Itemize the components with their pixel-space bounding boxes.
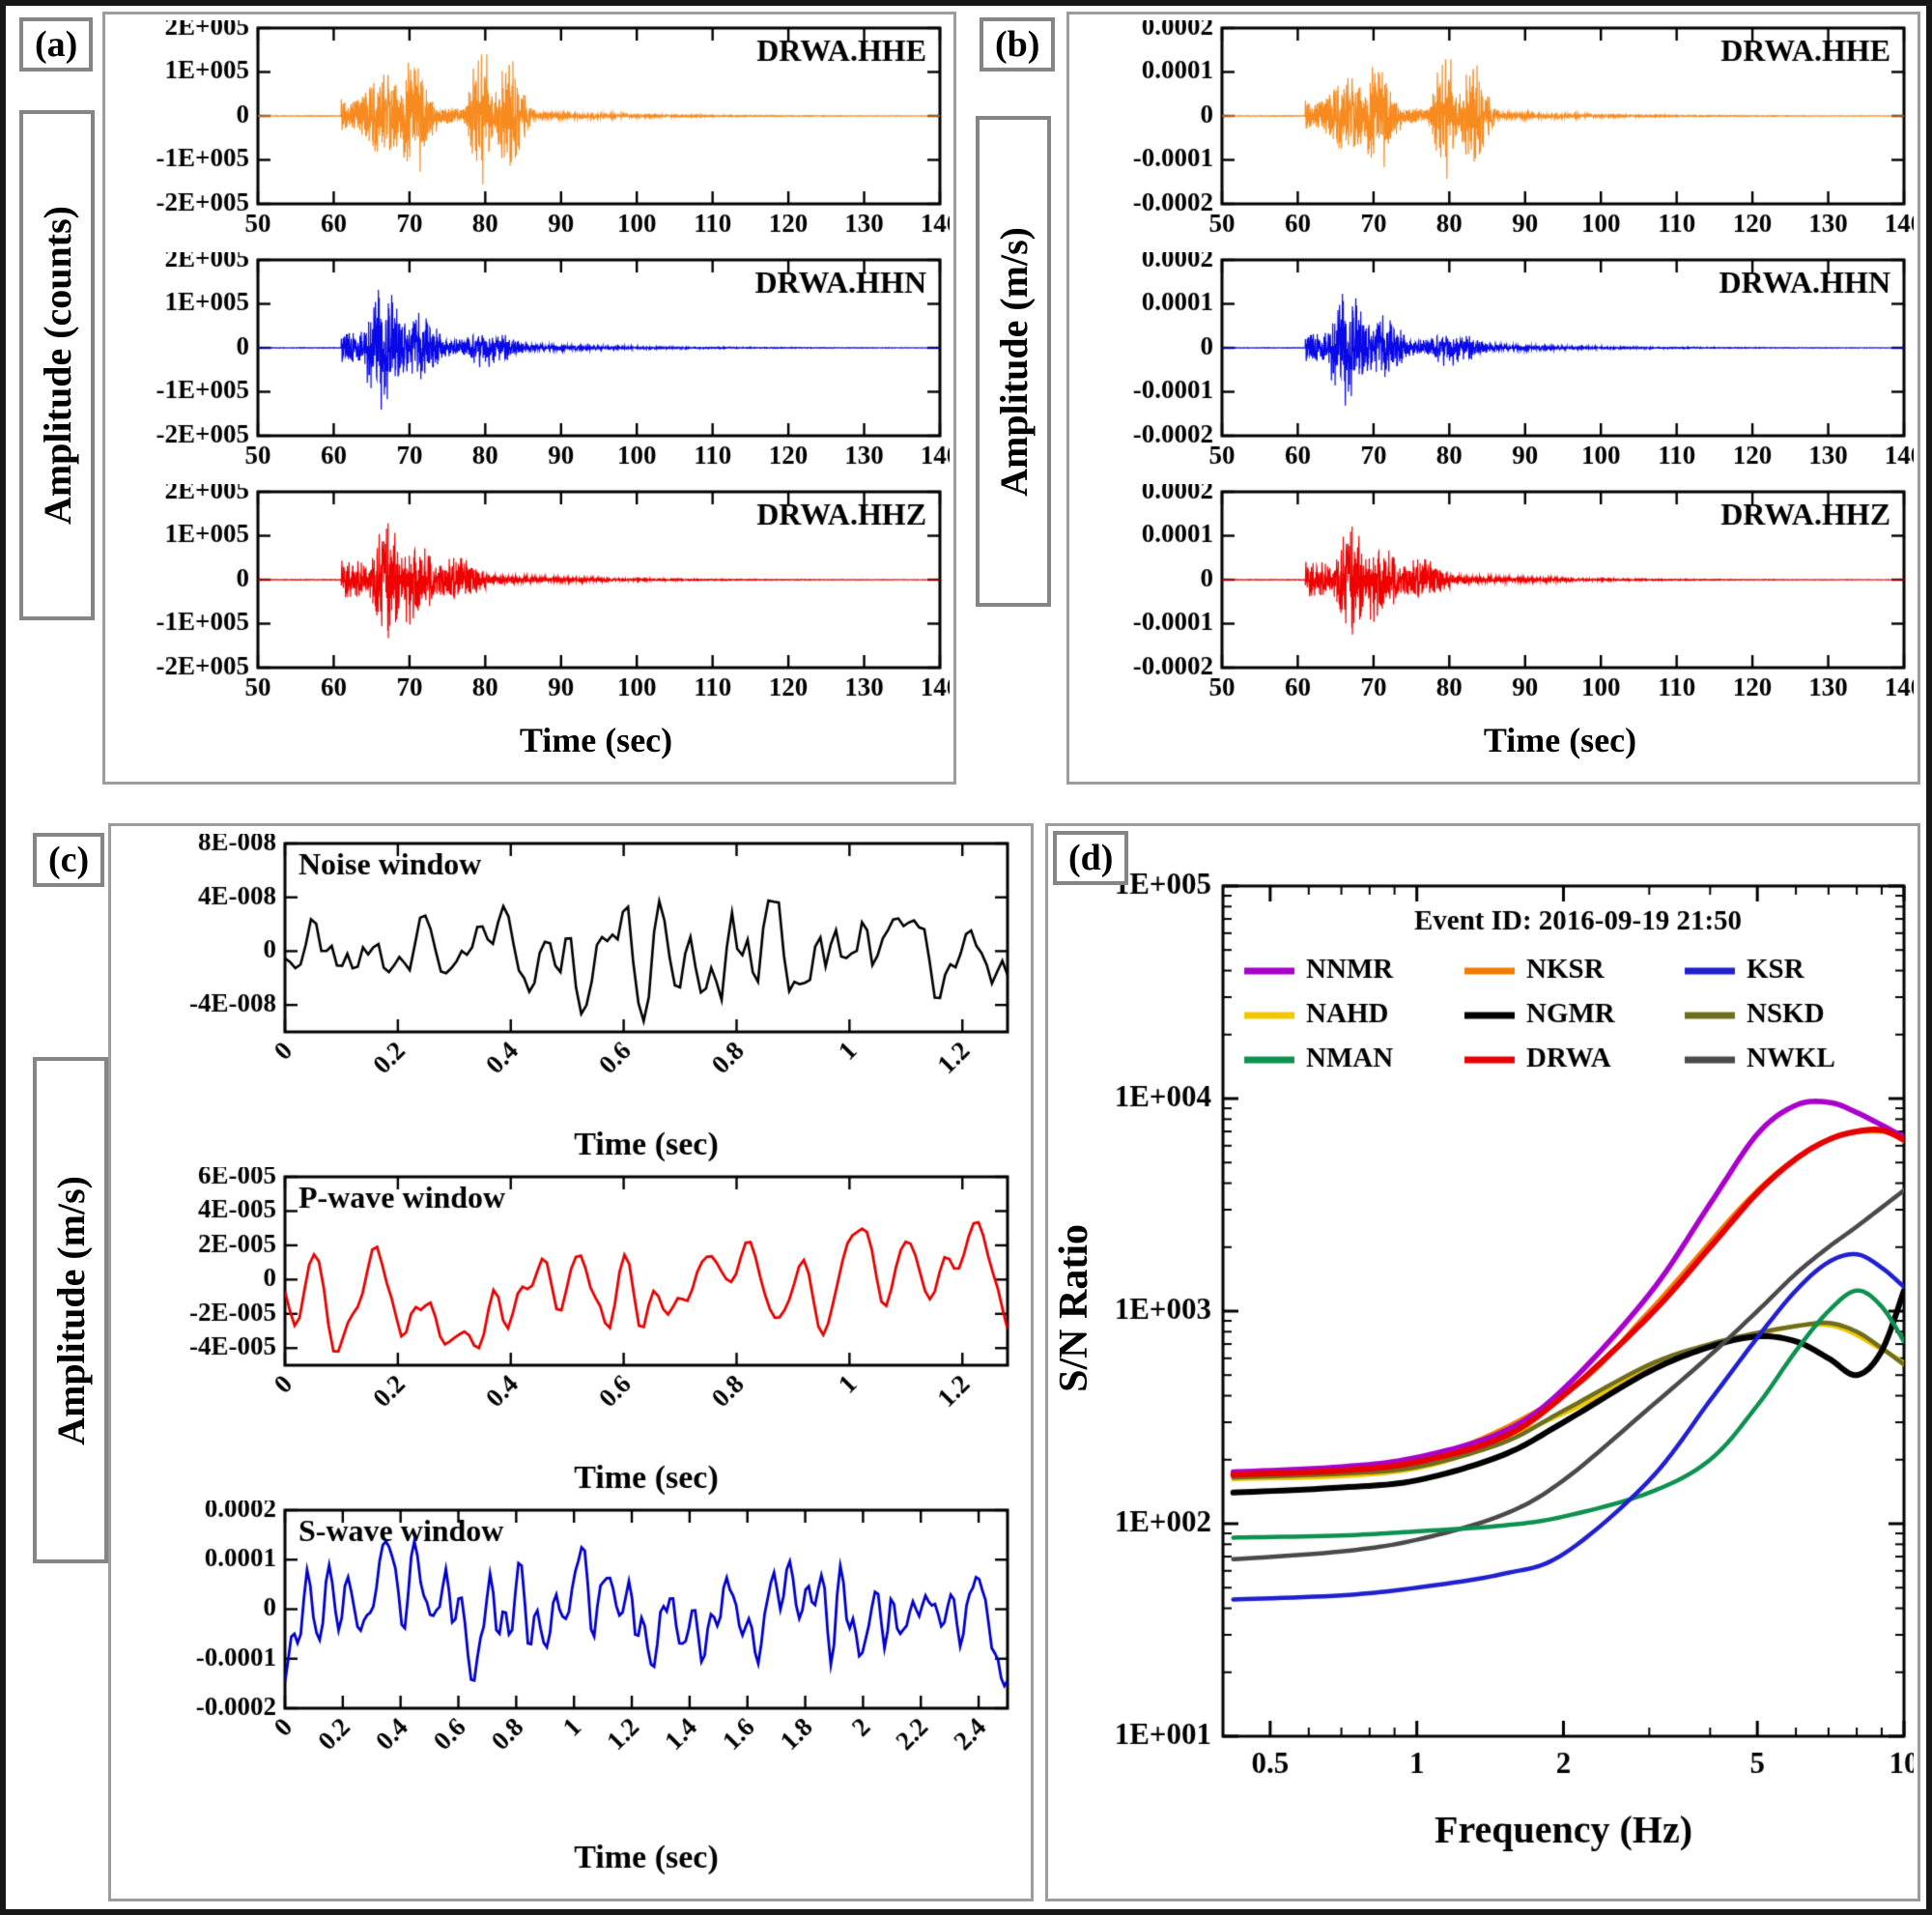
- seismogram-counts-hhz-chart: [113, 484, 950, 716]
- panel-a: Time (sec): [102, 12, 956, 785]
- panel-b-yaxis-title: Amplitude (m/s): [976, 116, 1051, 607]
- panel-d-label: (d): [1053, 831, 1129, 885]
- seismogram-counts-hhn-chart: [113, 252, 950, 484]
- panel-b-label: (b): [980, 17, 1056, 71]
- panel-b-xaxis-title: Time (sec): [1483, 721, 1637, 759]
- panel-a-yaxis-title: Amplitude (counts): [19, 110, 95, 620]
- noise-window-chart: [123, 834, 1021, 1167]
- panel-a-yaxis-title-text: Amplitude (counts): [35, 205, 79, 526]
- panel-c-yaxis-title: Amplitude (m/s): [33, 1057, 108, 1563]
- panel-b-yaxis-title-text: Amplitude (m/s): [991, 226, 1036, 497]
- panel-c-yaxis-title-text: Amplitude (m/s): [48, 1175, 93, 1445]
- p-wave-window-chart: [123, 1167, 1021, 1501]
- seismogram-velocity-hhz-chart: [1077, 484, 1914, 716]
- panel-b: Time (sec): [1066, 12, 1920, 785]
- panel-d-yaxis-title: S/N Ratio: [1047, 1113, 1101, 1503]
- snr-vs-frequency-chart: [1112, 838, 1914, 1886]
- panel-d-yaxis-title-text: S/N Ratio: [1052, 1224, 1096, 1392]
- panel-a-xaxis-title: Time (sec): [519, 721, 673, 759]
- seismogram-counts-hhe-chart: [113, 20, 950, 252]
- seismogram-velocity-hhn-chart: [1077, 252, 1914, 484]
- panel-c-label: (c): [33, 833, 105, 887]
- panel-c: [108, 823, 1034, 1901]
- panel-d: [1045, 823, 1920, 1901]
- seismogram-velocity-hhe-chart: [1077, 20, 1914, 252]
- panel-a-label: (a): [19, 17, 94, 71]
- s-wave-window-chart: [123, 1501, 1021, 1882]
